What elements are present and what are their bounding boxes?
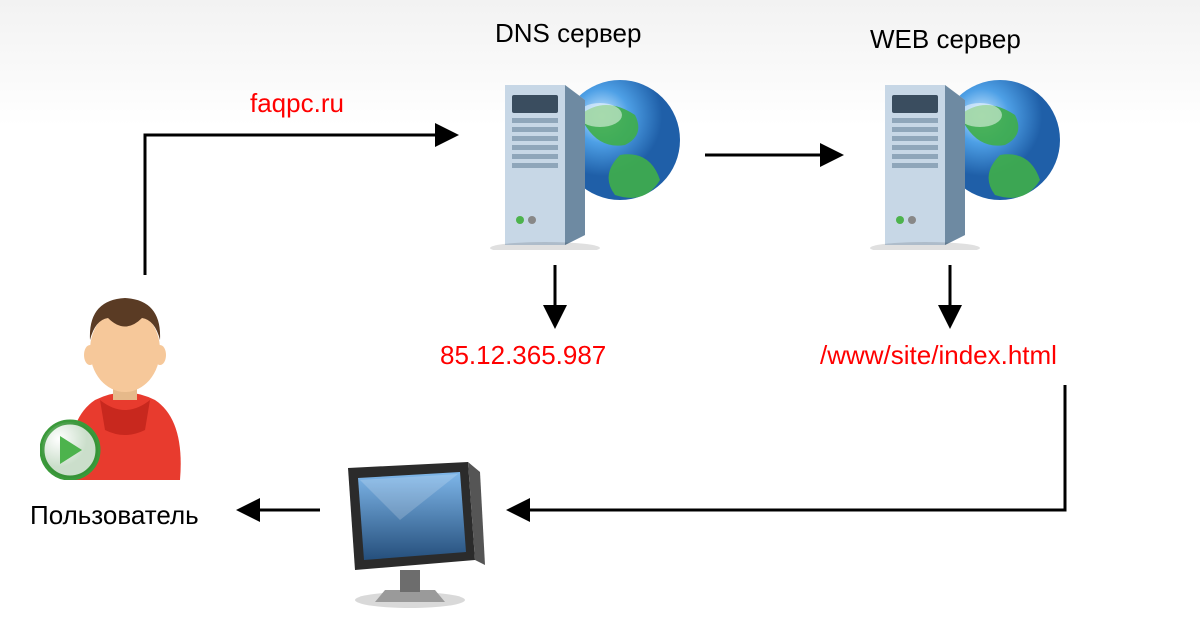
monitor-icon — [330, 460, 490, 610]
dns-ip-label: 85.12.365.987 — [440, 340, 606, 371]
domain-url-label: faqpc.ru — [250, 88, 344, 119]
web-path-label: /www/site/index.html — [820, 340, 1057, 371]
dns-server-title: DNS сервер — [495, 18, 641, 49]
diagram-stage: DNS сервер WEB сервер Пользователь faqpc… — [0, 0, 1200, 628]
web-server-icon — [850, 60, 1070, 250]
user-icon — [40, 280, 210, 480]
edge-web-to-monitor — [510, 385, 1065, 510]
user-title: Пользователь — [30, 500, 199, 531]
forward-arrow-badge-icon — [42, 422, 98, 478]
web-server-title: WEB сервер — [870, 24, 1021, 55]
dns-server-icon — [470, 60, 690, 250]
edge-user-to-dns — [145, 135, 455, 275]
